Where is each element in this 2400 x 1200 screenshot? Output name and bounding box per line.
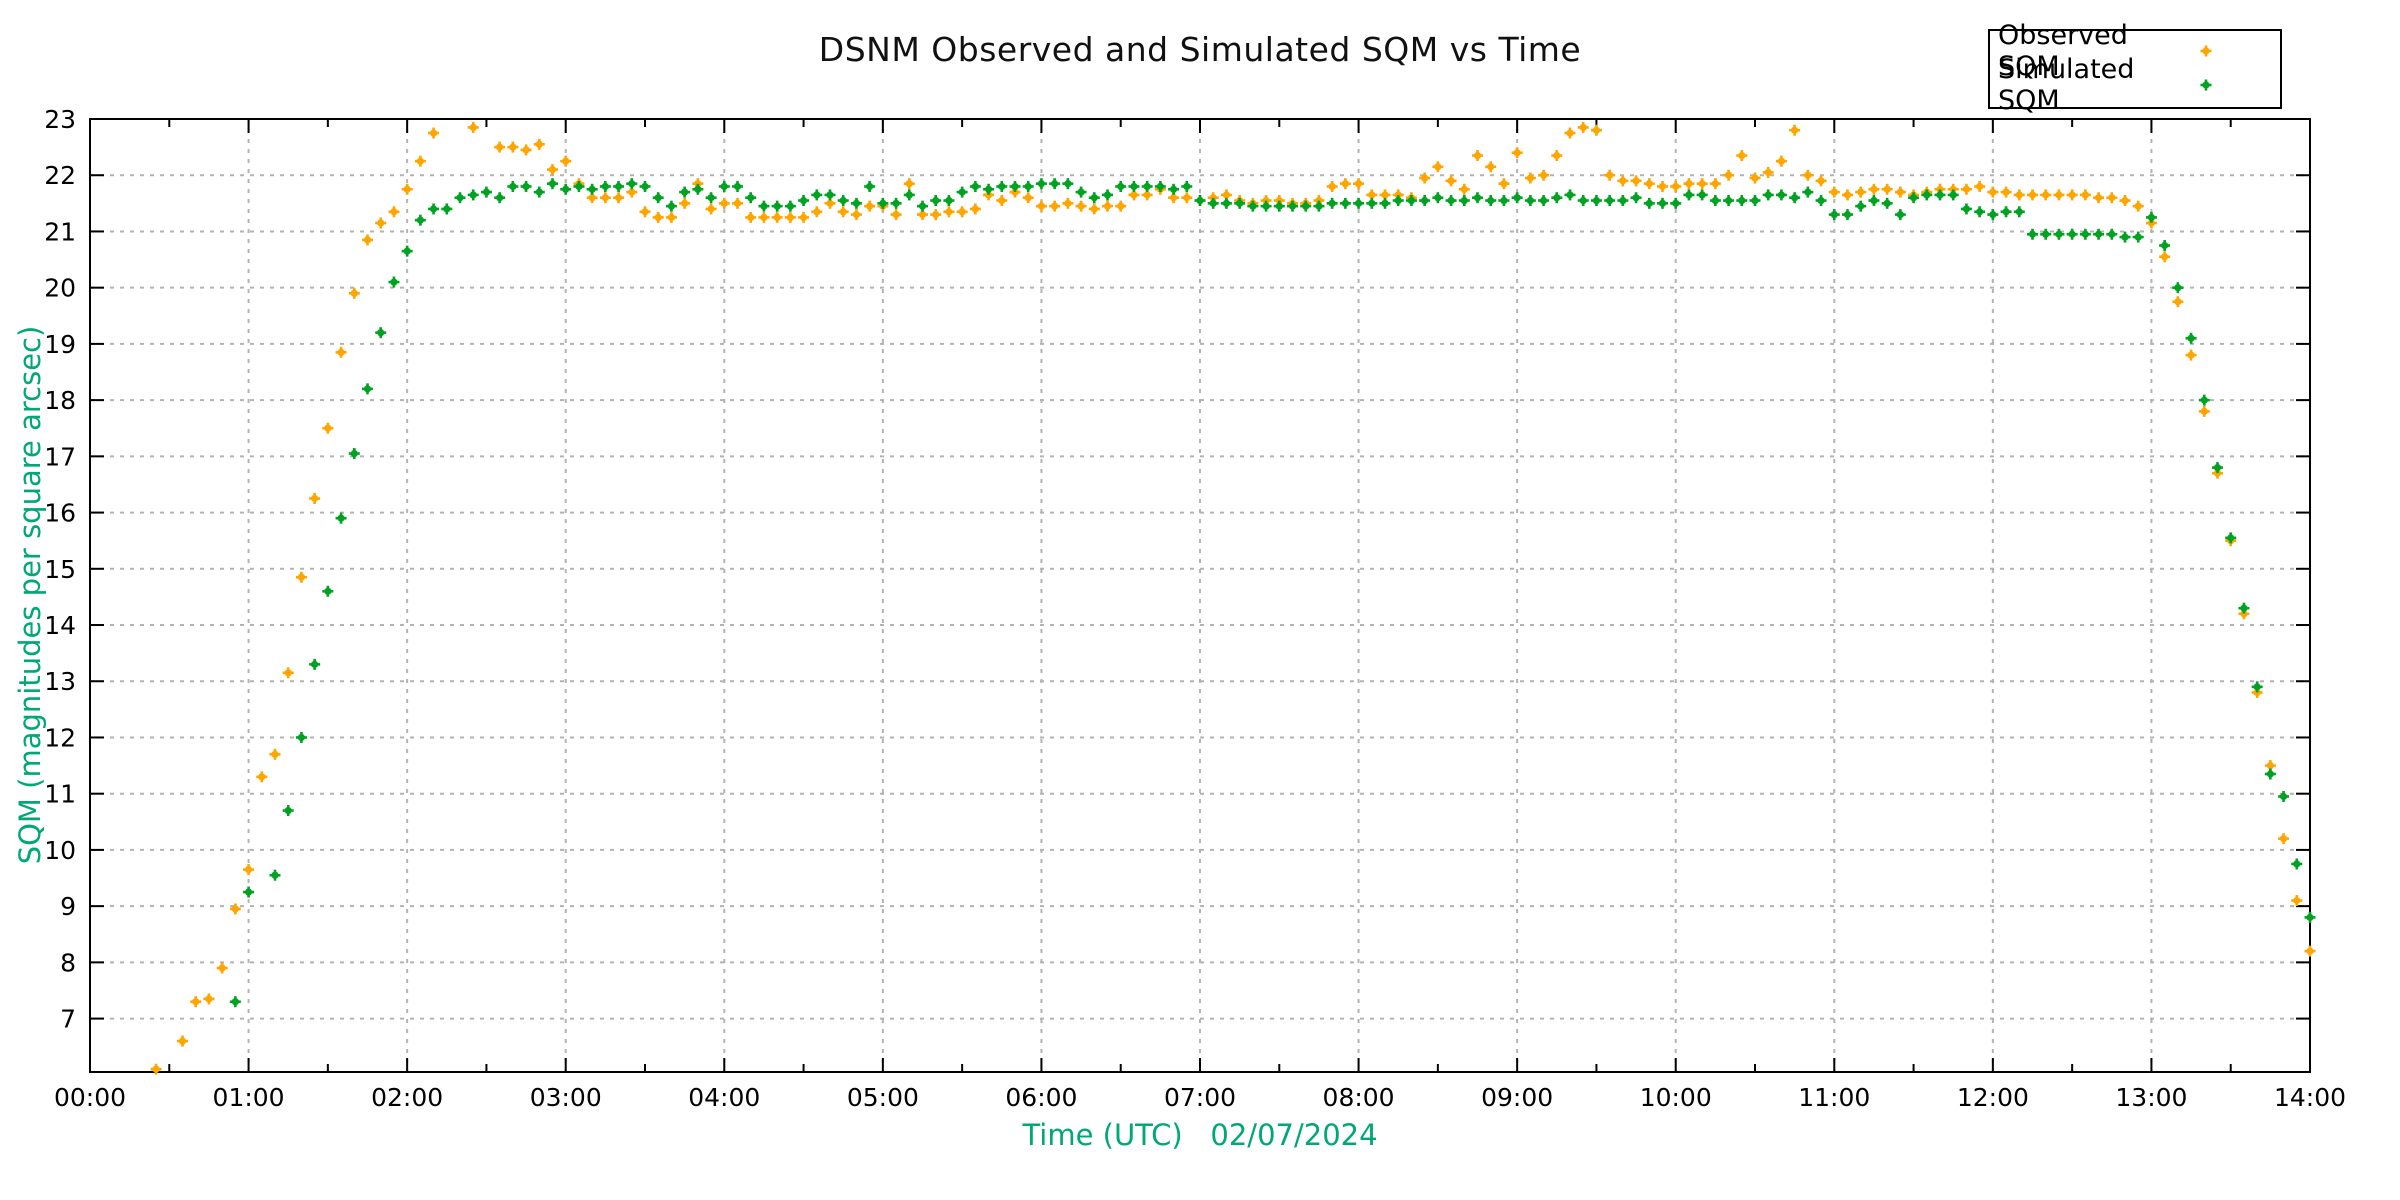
svg-text:14: 14 (44, 611, 76, 640)
svg-text:17: 17 (44, 442, 76, 471)
svg-text:8: 8 (60, 948, 76, 977)
svg-text:9: 9 (60, 892, 76, 921)
svg-text:18: 18 (44, 386, 76, 415)
legend-label-simulated: Simulated SQM (1998, 54, 2135, 116)
svg-text:02:00: 02:00 (371, 1083, 443, 1112)
svg-text:15: 15 (44, 555, 76, 584)
svg-text:16: 16 (44, 499, 76, 528)
svg-text:23: 23 (44, 105, 76, 134)
svg-text:7: 7 (60, 1005, 76, 1034)
legend-item-observed: Observed SQM (1998, 20, 2266, 82)
svg-text:07:00: 07:00 (1164, 1083, 1236, 1112)
svg-text:11:00: 11:00 (1798, 1083, 1870, 1112)
svg-text:03:00: 03:00 (530, 1083, 602, 1112)
y-axis-label: SQM (magnitudes per square arcsec) (13, 325, 47, 865)
svg-text:01:00: 01:00 (213, 1083, 285, 1112)
svg-text:19: 19 (44, 330, 76, 359)
svg-text:09:00: 09:00 (1481, 1083, 1553, 1112)
legend-box: Observed SQM Simulated SQM (1988, 20, 2282, 116)
svg-text:14:00: 14:00 (2274, 1083, 2346, 1112)
simulated-marker-icon (2200, 79, 2212, 91)
svg-text:13:00: 13:00 (2115, 1083, 2187, 1112)
legend-label-observed: Observed SQM (1998, 20, 2128, 82)
chart-title: DSNM Observed and Simulated SQM vs Time (818, 30, 1582, 69)
svg-text:20: 20 (44, 274, 76, 303)
x-axis-label: Time (UTC) 02/07/2024 (1022, 1118, 1378, 1152)
svg-text:05:00: 05:00 (847, 1083, 919, 1112)
svg-text:12: 12 (44, 723, 76, 752)
svg-text:13: 13 (44, 667, 76, 696)
svg-text:22: 22 (44, 161, 76, 190)
svg-text:08:00: 08:00 (1323, 1083, 1395, 1112)
svg-text:10: 10 (44, 836, 76, 865)
svg-text:00:00: 00:00 (54, 1083, 126, 1112)
svg-text:11: 11 (44, 780, 76, 809)
svg-text:04:00: 04:00 (688, 1083, 760, 1112)
observed-marker-icon (2200, 45, 2212, 57)
svg-text:12:00: 12:00 (1957, 1083, 2029, 1112)
svg-text:10:00: 10:00 (1640, 1083, 1712, 1112)
svg-text:21: 21 (44, 217, 76, 246)
svg-text:06:00: 06:00 (1005, 1083, 1077, 1112)
legend-item-simulated: Simulated SQM (1998, 54, 2266, 116)
